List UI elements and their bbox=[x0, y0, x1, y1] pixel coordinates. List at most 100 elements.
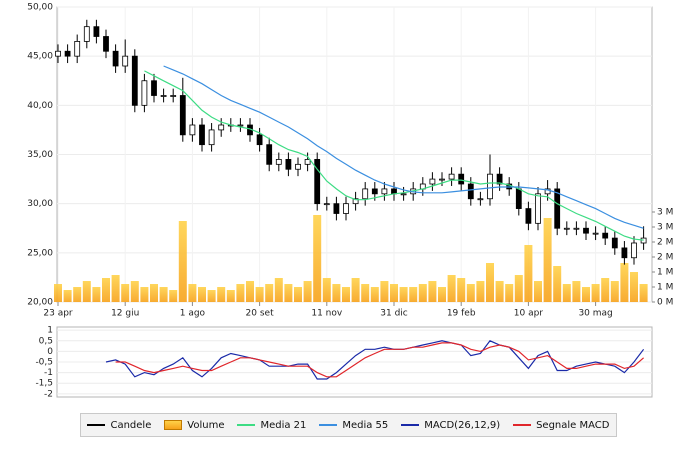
volume-bar bbox=[111, 275, 120, 302]
volume-bar bbox=[534, 281, 542, 302]
y-tick-label: 0,5 bbox=[39, 336, 53, 346]
x-tick-label: 31 dic bbox=[380, 309, 408, 319]
volume-bar bbox=[390, 284, 398, 302]
legend-swatch bbox=[513, 424, 532, 426]
y-tick-label: -1,5 bbox=[35, 379, 53, 389]
volume-bar bbox=[284, 284, 293, 302]
legend-item: MACD(26,12,9) bbox=[401, 420, 500, 431]
candle-body bbox=[400, 193, 407, 196]
candle-body bbox=[131, 55, 138, 106]
volume-bar bbox=[543, 218, 552, 302]
candle-body bbox=[64, 50, 71, 57]
volume-bar bbox=[159, 287, 168, 302]
candle-body bbox=[621, 247, 628, 259]
y2-tick-label: 2 M bbox=[657, 253, 673, 263]
y-tick-label: -1 bbox=[44, 368, 53, 378]
volume-bar bbox=[332, 284, 341, 302]
candle-body bbox=[381, 188, 388, 195]
volume-bar bbox=[514, 275, 523, 302]
volume-bar bbox=[572, 281, 581, 302]
y-tick-label: 50,00 bbox=[27, 3, 53, 13]
candle-body bbox=[467, 183, 474, 200]
y2-tick-label: 1 M bbox=[657, 283, 673, 293]
candle-body bbox=[151, 80, 157, 96]
legend-item: Media 55 bbox=[319, 420, 388, 431]
candle-body bbox=[179, 95, 186, 136]
legend-item: Candele bbox=[87, 420, 151, 431]
legend: Candele Volume Media 21 Media 55 MACD(26,12,… bbox=[80, 413, 617, 437]
candle-body bbox=[122, 55, 129, 67]
y2-tick-label: 0 M bbox=[657, 298, 673, 308]
volume-bar bbox=[457, 278, 466, 302]
legend-swatch bbox=[87, 424, 106, 426]
y-tick-label: 1 bbox=[47, 326, 53, 336]
candle-body bbox=[83, 26, 90, 42]
candle-body bbox=[640, 237, 647, 244]
legend-item: Segnale MACD bbox=[513, 420, 609, 431]
volume-bar bbox=[447, 275, 456, 302]
legend-item: Volume bbox=[164, 420, 225, 431]
line bbox=[105, 340, 645, 380]
legend-swatch bbox=[401, 424, 420, 426]
candle-body bbox=[295, 163, 301, 170]
legend-label: Candele bbox=[110, 419, 152, 431]
x-tick-label: 20 set bbox=[246, 309, 275, 319]
volume-bar bbox=[370, 287, 379, 302]
x-tick-label: 30 mag bbox=[578, 309, 612, 319]
candle-body bbox=[343, 203, 349, 214]
candle-body bbox=[458, 173, 465, 185]
candle-body bbox=[563, 227, 570, 230]
volume-bar bbox=[265, 284, 274, 302]
volume-bar bbox=[351, 278, 360, 302]
candle-body bbox=[439, 178, 445, 181]
y-tick-label: 0 bbox=[47, 347, 53, 357]
legend-swatch bbox=[319, 424, 338, 426]
legend-label: Media 55 bbox=[342, 419, 389, 431]
line bbox=[163, 65, 644, 229]
volume-bar bbox=[562, 284, 571, 302]
volume-bar bbox=[380, 281, 389, 302]
x-tick-label: 23 apr bbox=[43, 309, 73, 319]
volume-bar bbox=[207, 290, 216, 302]
candle-body bbox=[304, 159, 311, 165]
candle-body bbox=[535, 193, 541, 224]
candle-body bbox=[141, 80, 148, 106]
y-tick-label: 30,00 bbox=[27, 199, 53, 209]
volume-bar bbox=[409, 287, 418, 302]
volume-bar bbox=[294, 287, 302, 302]
candle-body bbox=[237, 124, 244, 127]
candle-body bbox=[352, 198, 359, 205]
candle-body bbox=[448, 173, 455, 180]
volume-bar bbox=[82, 281, 91, 302]
candle-body bbox=[266, 144, 273, 165]
candle-body bbox=[371, 188, 378, 195]
candle-body bbox=[55, 50, 61, 57]
candle-body bbox=[285, 159, 292, 170]
candle-body bbox=[199, 124, 205, 146]
candle-body bbox=[477, 198, 484, 201]
candle-body bbox=[189, 124, 196, 136]
volume-bar bbox=[418, 284, 427, 302]
x-tick-label: 19 feb bbox=[447, 309, 476, 319]
line bbox=[144, 70, 644, 241]
legend-swatch bbox=[164, 420, 183, 430]
legend-item: Media 21 bbox=[237, 420, 306, 431]
candle-body bbox=[218, 124, 225, 131]
legend-label: Segnale MACD bbox=[536, 419, 610, 431]
volume-bar bbox=[178, 221, 187, 302]
candle-body bbox=[573, 227, 580, 230]
volume-bar bbox=[274, 278, 283, 302]
x-tick-label: 12 giu bbox=[111, 309, 139, 319]
volume-bar bbox=[169, 290, 178, 302]
candle-body bbox=[93, 26, 100, 37]
candle-body bbox=[525, 208, 532, 224]
volume-bar bbox=[102, 278, 110, 302]
y-tick-label: 45,00 bbox=[27, 52, 53, 62]
volume-bar bbox=[236, 284, 245, 302]
volume-bar bbox=[246, 281, 254, 302]
volume-bar bbox=[495, 281, 504, 302]
volume-bar bbox=[639, 284, 648, 302]
y-tick-label: 35,00 bbox=[27, 150, 53, 160]
volume-bar bbox=[438, 287, 446, 302]
